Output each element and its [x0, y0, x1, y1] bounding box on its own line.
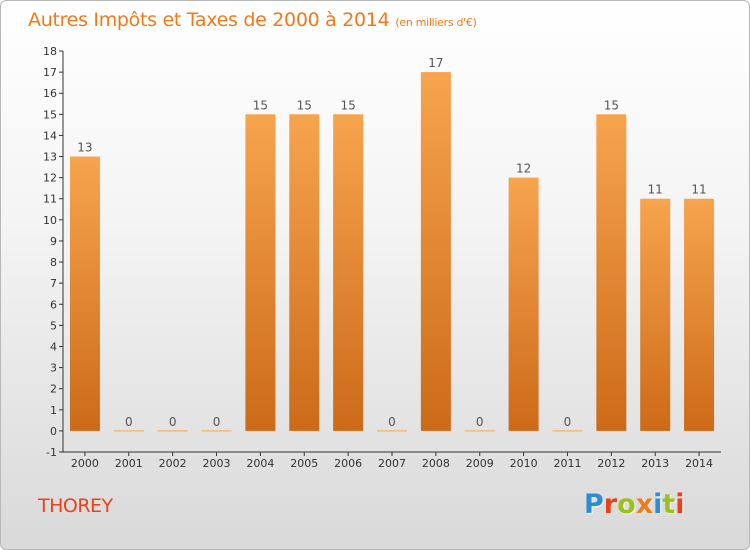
- bar-value-label: 15: [340, 98, 355, 112]
- bars: 13 0 0 0 15 15 15 0 17 0 12 0 15 11 11: [69, 56, 715, 432]
- y-tick-label: 16: [43, 87, 57, 100]
- chart-title: Autres Impôts et Taxes de 2000 à 2014 (en…: [28, 9, 477, 31]
- x-tick-label: 2014: [685, 457, 713, 470]
- y-tick-label: 12: [43, 172, 57, 185]
- logo-letter: x: [635, 489, 654, 520]
- logo-letter: i: [653, 489, 663, 520]
- x-tick-label: 2008: [422, 457, 450, 470]
- x-tick-label: 2006: [334, 457, 362, 470]
- y-tick-label: 3: [50, 362, 57, 375]
- y-tick-label: 14: [43, 129, 57, 142]
- bar-value-label: 13: [77, 141, 92, 155]
- bar: [596, 114, 627, 431]
- logo-letter: i: [675, 489, 685, 520]
- bar: [420, 72, 451, 431]
- logo-letter: t: [662, 489, 676, 520]
- bar: [245, 114, 276, 431]
- y-tick-label: 17: [43, 66, 57, 79]
- commune-name: THOREY: [38, 495, 113, 517]
- x-tick-label: 2007: [378, 457, 406, 470]
- x-tick-label: 2010: [510, 457, 538, 470]
- logo-letter: r: [603, 489, 618, 520]
- chart-title-text: Autres Impôts et Taxes de 2000 à 2014: [28, 9, 390, 31]
- bar-value-label: 15: [297, 98, 312, 112]
- y-tick-label: 1: [50, 404, 57, 417]
- y-tick-label: -1: [46, 446, 57, 459]
- x-axis: 2000 2001 2002 2003 2004 2005 2006 2007 2008 2009…: [63, 451, 721, 470]
- y-tick-label: 13: [43, 151, 57, 164]
- bar: [684, 198, 715, 431]
- bar-value-label: 12: [516, 162, 531, 176]
- y-tick-label: 9: [50, 235, 57, 248]
- y-tick-label: 5: [50, 319, 57, 332]
- bar: [552, 430, 583, 432]
- y-tick-label: 7: [50, 277, 57, 290]
- bar-value-label: 0: [213, 415, 221, 429]
- y-tick-label: 18: [43, 45, 57, 58]
- proxiti-logo: Proxiti: [584, 489, 685, 520]
- x-tick-label: 2011: [553, 457, 581, 470]
- y-tick-label: 8: [50, 256, 57, 269]
- y-tick-label: 6: [50, 298, 57, 311]
- x-tick-label: 2009: [466, 457, 494, 470]
- bar: [157, 430, 188, 432]
- x-tick-label: 2004: [246, 457, 274, 470]
- y-tick-label: 11: [43, 193, 57, 206]
- y-tick-label: 10: [43, 214, 57, 227]
- bar: [69, 156, 100, 431]
- bar: [464, 430, 495, 432]
- bar-value-label: 15: [253, 98, 268, 112]
- bar-value-label: 17: [428, 56, 443, 70]
- bar-value-label: 11: [648, 183, 663, 197]
- bar: [508, 177, 539, 431]
- bar-value-label: 0: [564, 415, 572, 429]
- logo-letter: P: [584, 489, 604, 520]
- x-tick-label: 2003: [203, 457, 231, 470]
- bar: [640, 198, 671, 431]
- bar-value-label: 0: [125, 415, 133, 429]
- chart-title-unit: (en milliers d'€): [395, 16, 477, 29]
- logo-letter: o: [617, 489, 636, 520]
- y-tick-label: 15: [43, 108, 57, 121]
- bar: [113, 430, 144, 432]
- bar: [289, 114, 320, 431]
- bar: [201, 430, 232, 432]
- x-tick-label: 2001: [115, 457, 143, 470]
- bar-value-label: 0: [169, 415, 177, 429]
- x-tick-label: 2012: [597, 457, 625, 470]
- y-tick-label: 0: [50, 425, 57, 438]
- bar: [333, 114, 364, 431]
- bar-value-label: 15: [604, 98, 619, 112]
- x-tick-label: 2000: [71, 457, 99, 470]
- bar: [377, 430, 407, 432]
- x-tick-label: 2002: [159, 457, 187, 470]
- bar-value-label: 11: [691, 183, 706, 197]
- y-tick-label: 4: [50, 340, 57, 353]
- x-tick-label: 2013: [641, 457, 669, 470]
- bar-value-label: 0: [476, 415, 484, 429]
- x-tick-label: 2005: [290, 457, 318, 470]
- bar-value-label: 0: [388, 415, 396, 429]
- y-tick-label: 2: [50, 383, 57, 396]
